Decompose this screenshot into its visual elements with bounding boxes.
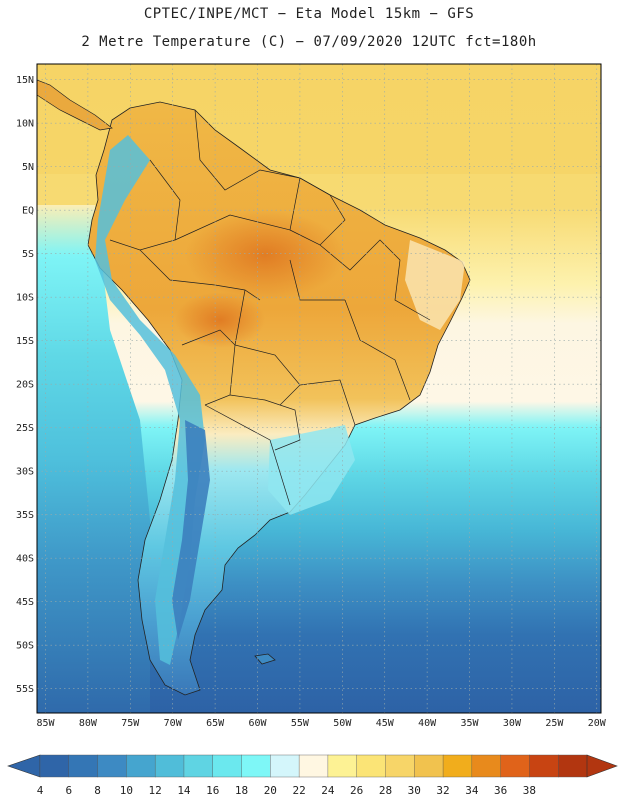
colorbar-label: 4	[37, 784, 44, 797]
colorbar-swatch	[183, 754, 214, 778]
lat-tick-label: 15S	[16, 336, 34, 347]
colorbar-label: 16	[206, 784, 219, 797]
colorbar-label: 28	[379, 784, 392, 797]
bolivia-hot-area	[175, 292, 265, 348]
colorbar-swatch	[414, 754, 444, 778]
central-america-land	[37, 79, 113, 131]
lat-tick-label: 25S	[16, 423, 34, 434]
title-line-2: 2 Metre Temperature (C) − 07/09/2020 12U…	[81, 34, 537, 50]
colorbar-swatch	[68, 754, 99, 778]
colorbar-swatch	[212, 754, 243, 778]
graticule	[37, 64, 601, 713]
colorbar-swatch	[500, 754, 530, 778]
lon-tick-label: 35W	[461, 718, 480, 729]
colorbar-label: 26	[350, 784, 363, 797]
lon-tick-label: 30W	[503, 718, 522, 729]
colorbar-label: 8	[94, 784, 101, 797]
colorbar-label: 12	[149, 784, 162, 797]
lat-tick-label: EQ	[22, 206, 34, 217]
lat-tick-label: 5N	[22, 162, 34, 173]
colorbar-swatch	[385, 754, 415, 778]
lon-tick-label: 25W	[545, 718, 564, 729]
northeast-brazil-mild	[405, 240, 465, 330]
colorbar-label: 24	[321, 784, 335, 797]
colorbar-label: 10	[120, 784, 133, 797]
lat-tick-label: 20S	[16, 380, 34, 391]
lon-tick-label: 60W	[248, 718, 267, 729]
colorbar-swatch	[241, 754, 271, 778]
longitude-labels: 85W 80W 75W 70W 65W 60W 55W 50W 45W 40W 35W 30W 25W 2…	[36, 718, 606, 729]
colorbar-swatch	[97, 754, 127, 778]
patagonian-andes-cold	[172, 420, 210, 640]
amazon-hot-area	[185, 210, 345, 300]
lon-tick-label: 55W	[291, 718, 310, 729]
lon-tick-label: 70W	[164, 718, 183, 729]
colorbar-label: 22	[292, 784, 305, 797]
map-field	[37, 64, 601, 713]
lat-tick-label: 30S	[16, 467, 34, 478]
colorbar-label: 30	[408, 784, 421, 797]
colorbar-swatch	[471, 754, 502, 778]
lon-tick-label: 85W	[36, 718, 55, 729]
colorbar-label: 20	[264, 784, 277, 797]
colorbar-swatch	[558, 754, 588, 778]
colorbar-swatch	[39, 754, 70, 778]
colorbar-label: 34	[465, 784, 479, 797]
lat-tick-label: 10N	[16, 119, 34, 130]
colorbar-swatch	[298, 754, 329, 778]
colorbar-label: 36	[494, 784, 507, 797]
lon-tick-label: 20W	[588, 718, 607, 729]
lon-tick-label: 45W	[376, 718, 395, 729]
lat-tick-label: 50S	[16, 641, 34, 652]
lon-tick-label: 65W	[206, 718, 225, 729]
lat-tick-label: 5S	[22, 249, 34, 260]
colorbar: 4 6 8 10 12 14 16 18 20 22 24 26 28 30 32 34 36 38	[7, 754, 618, 797]
lon-tick-label: 80W	[79, 718, 98, 729]
colorbar-label: 32	[436, 784, 449, 797]
colorbar-under-triangle	[7, 754, 41, 778]
title-line-1: CPTEC/INPE/MCT − Eta Model 15km − GFS	[143, 6, 475, 22]
colorbar-swatch	[529, 754, 559, 778]
southern-cone-cool-area	[268, 425, 355, 515]
lon-tick-label: 40W	[418, 718, 437, 729]
lat-tick-label: 15N	[16, 75, 34, 86]
andes-cold-strip	[95, 135, 205, 665]
colorbar-swatch	[154, 754, 185, 778]
colorbar-swatch	[126, 754, 156, 778]
colorbar-swatch	[327, 754, 358, 778]
lat-tick-label: 45S	[16, 597, 34, 608]
colorbar-swatch	[356, 754, 386, 778]
pacific-ocean-field	[37, 205, 150, 713]
lon-tick-label: 50W	[333, 718, 352, 729]
colorbar-swatch	[442, 754, 473, 778]
lat-tick-label: 55S	[16, 684, 34, 695]
colorbar-label: 38	[523, 784, 536, 797]
lat-tick-label: 10S	[16, 293, 34, 304]
latitude-labels: 15N 10N 5N EQ 5S 10S 15S 20S 25S 30S 35S 40S 45S 50S 5…	[16, 75, 34, 695]
colorbar-label: 18	[235, 784, 248, 797]
colorbar-label: 6	[65, 784, 72, 797]
lon-tick-label: 75W	[121, 718, 140, 729]
colorbar-label: 14	[177, 784, 191, 797]
lat-tick-label: 40S	[16, 554, 34, 565]
falkland-islands	[254, 653, 276, 665]
colorbar-over-triangle	[586, 754, 618, 778]
colorbar-swatch	[270, 754, 300, 778]
lat-tick-label: 35S	[16, 510, 34, 521]
map-frame	[36, 63, 602, 714]
